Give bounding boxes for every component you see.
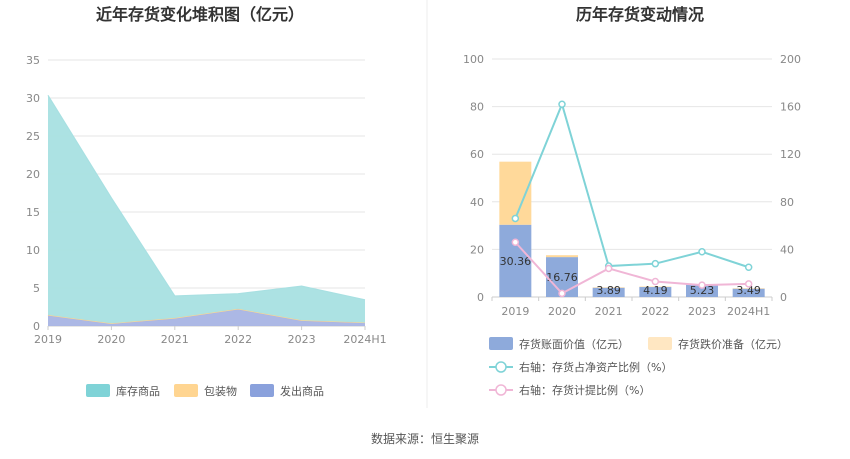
- right-bar-book-value: [732, 288, 765, 297]
- left-y-tick-label: 20: [26, 168, 40, 181]
- right-x-tick-label: 2019: [501, 305, 529, 318]
- right-legend-marker-0: [495, 361, 507, 373]
- right-bar-book-value: [499, 224, 532, 297]
- right-bar-book-value: [639, 287, 672, 297]
- right-x-tick-label: 2023: [688, 305, 716, 318]
- left-y-tick-label: 5: [33, 282, 40, 295]
- left-y-tick-label: 30: [26, 92, 40, 105]
- left-chart-title: 近年存货变化堆积图（亿元）: [96, 5, 304, 24]
- right-line-point-0: [651, 259, 660, 268]
- left-y-tick-label: 35: [26, 54, 40, 67]
- right-bar-value-label: 30.36: [500, 255, 532, 268]
- right-legend-label-2: 右轴：存货占净资产比例（%）: [519, 360, 672, 374]
- right-y-left-tick-label: 80: [470, 101, 484, 114]
- left-legend-swatch-1: [174, 384, 198, 397]
- right-line-1: [514, 241, 749, 295]
- right-bar-book-value: [592, 287, 625, 297]
- left-y-tick-label: 0: [33, 320, 40, 333]
- right-y-left-tick-label: 20: [470, 243, 484, 256]
- right-x-tick-label: 2020: [548, 305, 576, 318]
- left-x-tick-label: 2020: [97, 333, 125, 346]
- left-x-tick-label: 2021: [161, 333, 189, 346]
- right-line-point-1: [604, 264, 613, 273]
- right-line-point-1: [511, 238, 520, 247]
- right-bar-value-label: 3.49: [736, 284, 761, 297]
- right-line-point-1: [558, 289, 566, 298]
- left-x-tick-label: 2022: [224, 333, 252, 346]
- right-bar-value-label: 16.76: [546, 271, 578, 284]
- left-legend-label-0: 库存商品: [116, 384, 160, 398]
- right-y-right-tick-label: 80: [780, 196, 794, 209]
- right-legend-label-3: 右轴：存货计提比例（%）: [519, 383, 650, 397]
- right-y-left-tick-label: 40: [470, 196, 484, 209]
- left-y-ticks: 0 5 10 15 20 25 30 35: [26, 54, 40, 333]
- right-y-left-tick-label: 100: [463, 53, 484, 66]
- right-x-tick-label: 2021: [595, 305, 623, 318]
- right-line-point-1: [651, 277, 660, 286]
- right-bar-value-label: 3.89: [596, 284, 621, 297]
- right-line-point-0: [511, 214, 520, 223]
- right-legend[interactable]: 存货账面价值（亿元） 存货跌价准备（亿元） 右轴：存货占净资产比例（%） 右轴：存货计…: [489, 337, 788, 397]
- right-y-left-tick-label: 60: [470, 148, 484, 161]
- right-bar-impairment: [546, 255, 578, 258]
- right-bars: [499, 161, 765, 297]
- right-y-right-tick-label: 200: [780, 53, 801, 66]
- right-line-point-1: [698, 281, 706, 289]
- right-line-point-0: [558, 100, 566, 108]
- right-bar-book-value: [686, 284, 718, 297]
- right-line-0: [514, 101, 749, 269]
- left-legend-label-1: 包装物: [204, 384, 237, 398]
- left-legend-swatch-0: [86, 384, 110, 397]
- data-source: 数据来源：恒生聚源: [371, 431, 479, 446]
- right-legend-swatch-0: [489, 337, 513, 350]
- right-legend-marker-1: [495, 384, 507, 396]
- right-bar-labels: 30.36 16.76 3.89 4.19 5.23 3.49: [500, 255, 761, 297]
- right-y-right-tick-label: 160: [780, 101, 801, 114]
- right-legend-label-1: 存货跌价准备（亿元）: [678, 337, 788, 351]
- left-legend-swatch-2: [250, 384, 274, 397]
- right-bar-value-label: 5.23: [690, 284, 715, 297]
- right-legend-label-0: 存货账面价值（亿元）: [519, 337, 629, 351]
- right-x-tick-label: 2024H1: [727, 305, 770, 318]
- right-bar-value-label: 4.19: [643, 284, 668, 297]
- left-area-0: [48, 95, 365, 324]
- right-legend-swatch-1: [648, 337, 672, 350]
- left-x-ticks: 2019 2020 2021 2022 2023 2024H1: [34, 326, 387, 346]
- left-y-tick-label: 10: [26, 244, 40, 257]
- left-legend-label-2: 发出商品: [280, 384, 324, 398]
- left-area-2: [48, 309, 365, 326]
- left-x-tick-label: 2023: [288, 333, 316, 346]
- left-area-edge-0: [47, 95, 366, 301]
- left-x-tick-label: 2024H1: [343, 333, 386, 346]
- left-legend[interactable]: 库存商品 包装物 发出商品: [86, 384, 324, 398]
- right-line-point-0: [698, 248, 706, 256]
- right-lines: [511, 100, 753, 298]
- right-x-ticks: 2019 2020 2021 2022 2023 2024H1: [491, 297, 773, 318]
- left-x-tick-label: 2019: [34, 333, 62, 346]
- left-y-tick-label: 15: [26, 206, 40, 219]
- right-y-right-tick-label: 120: [780, 148, 801, 161]
- right-x-tick-label: 2022: [641, 305, 669, 318]
- right-line-point-0: [744, 263, 753, 271]
- right-y-ticks-right: 0 40 80 120 160 200: [780, 53, 801, 304]
- left-y-tick-label: 25: [26, 130, 40, 143]
- right-y-right-tick-label: 0: [780, 291, 787, 304]
- right-line-point-1: [744, 280, 753, 288]
- left-areas: [47, 95, 366, 326]
- right-y-right-tick-label: 40: [780, 243, 794, 256]
- right-y-ticks-left: 0 20 40 60 80 100: [463, 53, 484, 304]
- right-y-left-tick-label: 0: [477, 291, 484, 304]
- right-chart-title: 历年存货变动情况: [576, 5, 704, 24]
